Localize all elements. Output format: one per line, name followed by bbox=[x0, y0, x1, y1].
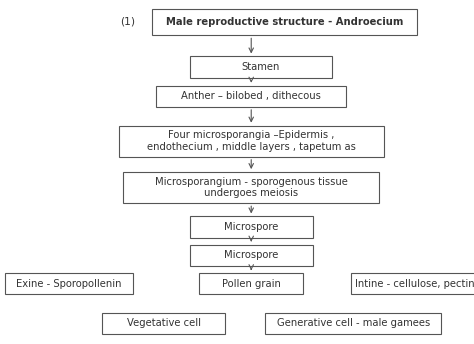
FancyBboxPatch shape bbox=[351, 273, 474, 294]
FancyBboxPatch shape bbox=[190, 245, 313, 266]
FancyBboxPatch shape bbox=[123, 172, 379, 203]
Text: Anther – bilobed , dithecous: Anther – bilobed , dithecous bbox=[181, 91, 321, 101]
Text: Microsporangium - sporogenous tissue
undergoes meiosis: Microsporangium - sporogenous tissue und… bbox=[155, 177, 347, 198]
Text: Four microsporangia –Epidermis ,
endothecium , middle layers , tapetum as: Four microsporangia –Epidermis , endothe… bbox=[147, 130, 356, 152]
Text: Male reproductive structure - Androecium: Male reproductive structure - Androecium bbox=[166, 17, 403, 28]
Text: Intine - cellulose, pectin: Intine - cellulose, pectin bbox=[355, 279, 474, 289]
FancyBboxPatch shape bbox=[118, 126, 384, 157]
FancyBboxPatch shape bbox=[199, 273, 303, 294]
Text: Generative cell - male gamees: Generative cell - male gamees bbox=[276, 318, 430, 329]
Text: Pollen grain: Pollen grain bbox=[222, 279, 281, 289]
Text: Microspore: Microspore bbox=[224, 222, 278, 232]
Text: Microspore: Microspore bbox=[224, 250, 278, 260]
Text: (1): (1) bbox=[120, 16, 136, 26]
FancyBboxPatch shape bbox=[102, 313, 225, 334]
Text: Vegetative cell: Vegetative cell bbox=[127, 318, 201, 329]
FancyBboxPatch shape bbox=[190, 56, 332, 78]
FancyBboxPatch shape bbox=[156, 86, 346, 107]
Text: Stamen: Stamen bbox=[242, 62, 280, 72]
FancyBboxPatch shape bbox=[152, 9, 417, 35]
FancyBboxPatch shape bbox=[265, 313, 441, 334]
FancyBboxPatch shape bbox=[190, 216, 313, 238]
Text: Exine - Sporopollenin: Exine - Sporopollenin bbox=[16, 279, 121, 289]
FancyBboxPatch shape bbox=[5, 273, 133, 294]
